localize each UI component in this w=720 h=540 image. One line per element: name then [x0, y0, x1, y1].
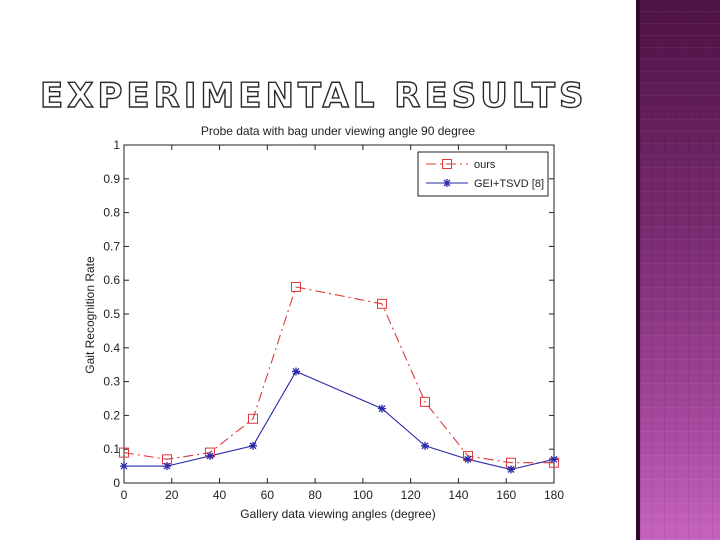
legend-box: [417, 151, 549, 197]
x-tick-label: 20: [165, 488, 179, 502]
y-tick-label: 0.9: [103, 172, 120, 186]
y-tick-label: 0.7: [103, 239, 120, 253]
y-tick-label: 0.1: [103, 442, 120, 456]
y-tick-label: 0.6: [103, 273, 120, 287]
x-tick-label: 80: [308, 488, 322, 502]
x-tick-label: 120: [401, 488, 421, 502]
series-markers: [119, 281, 559, 474]
data-point-0: [420, 396, 430, 407]
y-tick-label: 0: [113, 476, 120, 490]
x-tick-label: 160: [496, 488, 516, 502]
series-lines: [123, 286, 555, 471]
data-point-1: [421, 441, 429, 450]
legend: ours GEI+TSVD [8]: [417, 151, 549, 197]
series-line-1: [124, 370, 555, 471]
data-point-1: [378, 404, 386, 413]
legend-swatch-marker: [442, 159, 452, 169]
data-point-1: [292, 367, 300, 376]
x-tick-label: 60: [261, 488, 275, 502]
legend-label: ours: [474, 159, 496, 171]
data-point-0: [377, 298, 387, 309]
data-point-0: [291, 281, 301, 292]
x-tick-label: 40: [213, 488, 227, 502]
y-tick-label: 0.8: [103, 206, 120, 220]
x-tick-label: 180: [544, 488, 564, 502]
decorative-sidebar: [640, 0, 720, 540]
series-line-0: [123, 286, 554, 464]
x-tick-label: 0: [121, 488, 128, 502]
data-point-1: [206, 451, 214, 460]
y-tick-label: 0.5: [103, 307, 120, 321]
data-point-1: [120, 462, 128, 471]
y-axis-label: Gait Recognition Rate: [83, 256, 97, 374]
y-tick-label: 0.4: [103, 341, 120, 355]
legend-label: GEI+TSVD [8]: [474, 178, 544, 190]
sidebar-edge: [636, 0, 640, 540]
data-point-1: [550, 455, 558, 464]
data-point-0: [119, 447, 129, 458]
y-tick-label: 1: [113, 138, 120, 152]
legend-swatch-marker: [443, 179, 451, 187]
data-point-1: [163, 462, 171, 471]
data-point-0: [248, 413, 258, 424]
y-tick-label: 0.2: [103, 408, 120, 422]
line-chart: Probe data with bag under viewing angle …: [83, 124, 564, 521]
plot-area: [123, 144, 555, 484]
slide-title: EXPERIMENTAL RESULTS: [39, 75, 588, 116]
x-tick-label: 100: [353, 488, 373, 502]
chart-title: Probe data with bag under viewing angle …: [201, 124, 476, 138]
y-tick-label: 0.3: [103, 375, 120, 389]
data-point-1: [464, 455, 472, 464]
x-tick-label: 140: [448, 488, 468, 502]
x-axis-label: Gallery data viewing angles (degree): [240, 507, 435, 521]
data-point-1: [249, 441, 257, 450]
data-point-1: [507, 465, 515, 474]
axis-ticks: 0 20 40 60 80 100 120 140 160 180 0 0.1 0.2 0.3 0.4 0.5…: [103, 138, 564, 502]
